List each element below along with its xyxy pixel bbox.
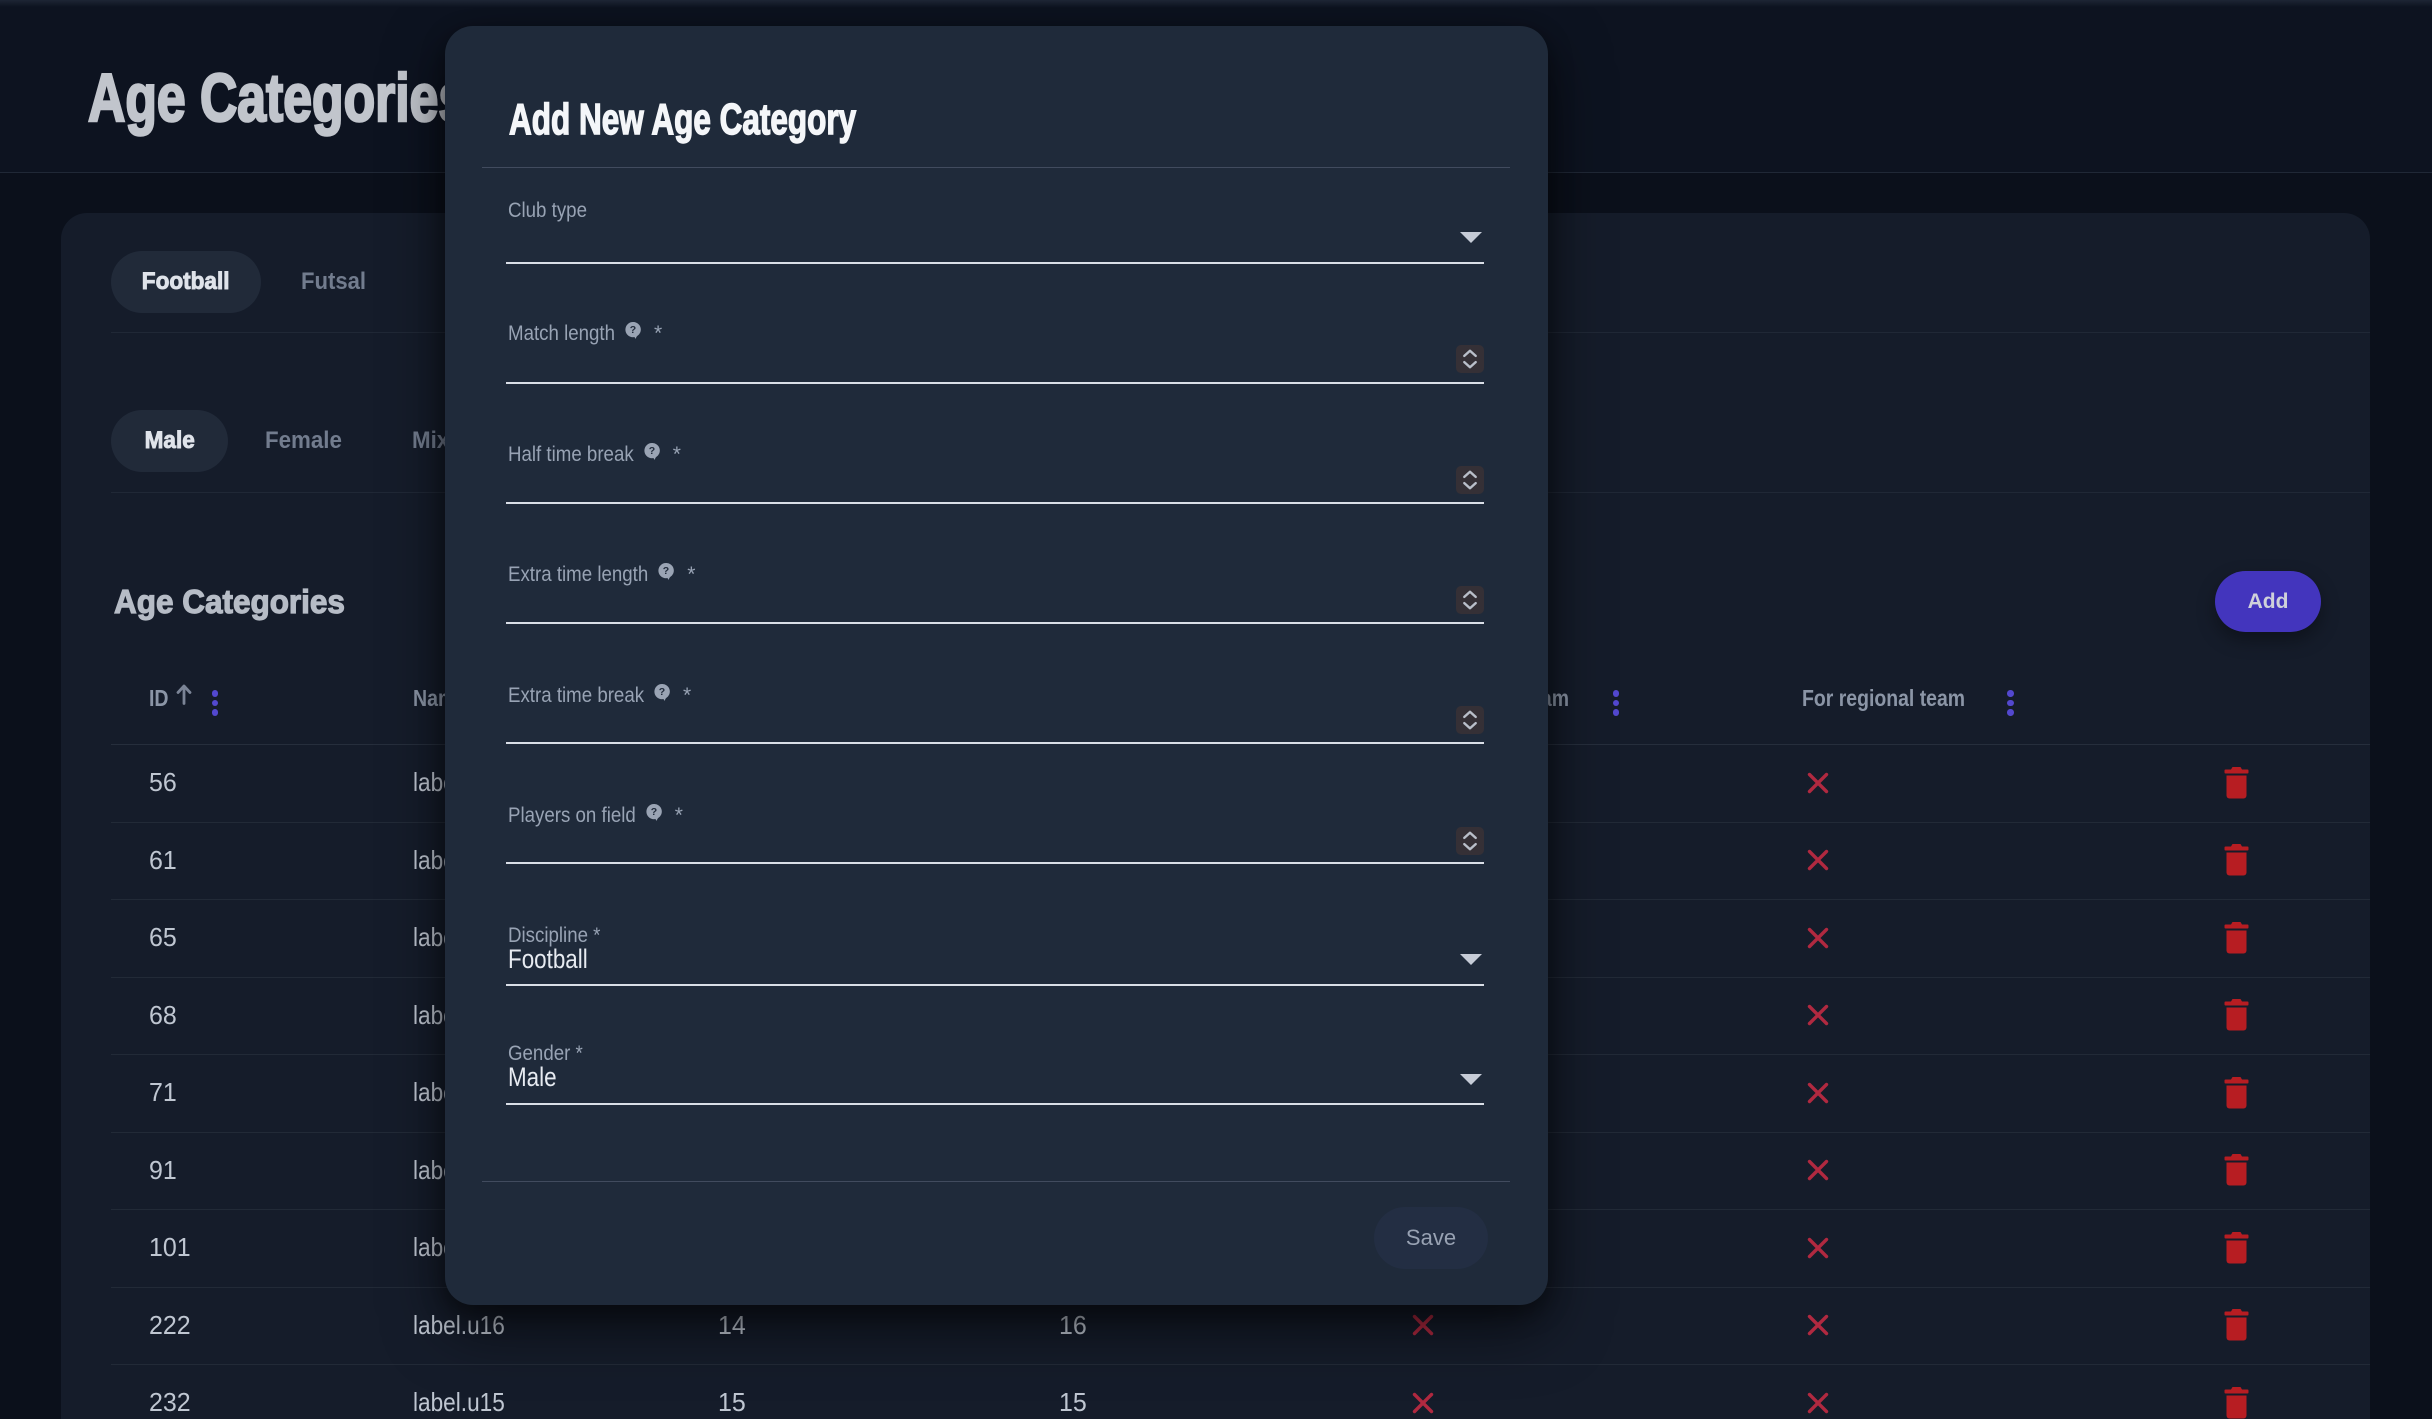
svg-text:?: ? xyxy=(659,686,665,698)
svg-text:?: ? xyxy=(651,806,657,818)
svg-text:?: ? xyxy=(663,565,669,577)
svg-text:?: ? xyxy=(648,445,654,457)
svg-text:?: ? xyxy=(630,324,636,336)
